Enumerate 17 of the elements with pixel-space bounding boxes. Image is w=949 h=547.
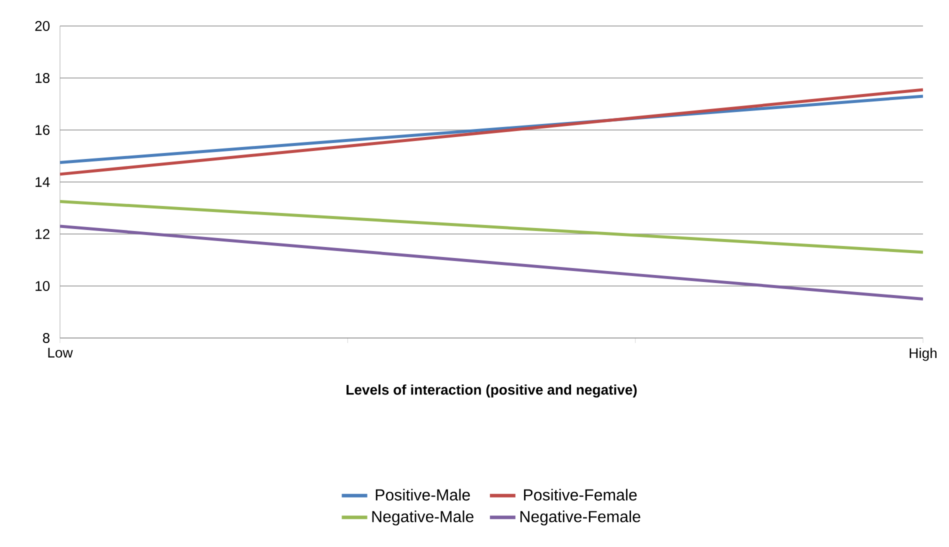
y-tick-label: 12 (36, 229, 50, 239)
x-tick-label: Low (48, 348, 73, 358)
legend-label: Positive-Female (524, 488, 637, 501)
y-tick-label: 18 (36, 73, 50, 83)
y-tick-label: 8 (42, 333, 50, 343)
legend-label: Negative-Female (520, 510, 640, 526)
line-series (60, 224, 924, 300)
y-tick-label: 14 (36, 177, 50, 187)
legend-label: Positive-Male (376, 488, 470, 501)
y-tick-label: 20 (35, 21, 50, 31)
y-tick-label: 10 (36, 281, 50, 291)
line-series (60, 200, 924, 254)
x-tick-label: High (910, 348, 936, 361)
line-series (60, 88, 924, 176)
x-axis-title: Levels of interaction (positive and negative) (346, 384, 637, 398)
legend-label: Negative-Male (372, 510, 474, 526)
y-tick-label: 16 (36, 125, 50, 135)
